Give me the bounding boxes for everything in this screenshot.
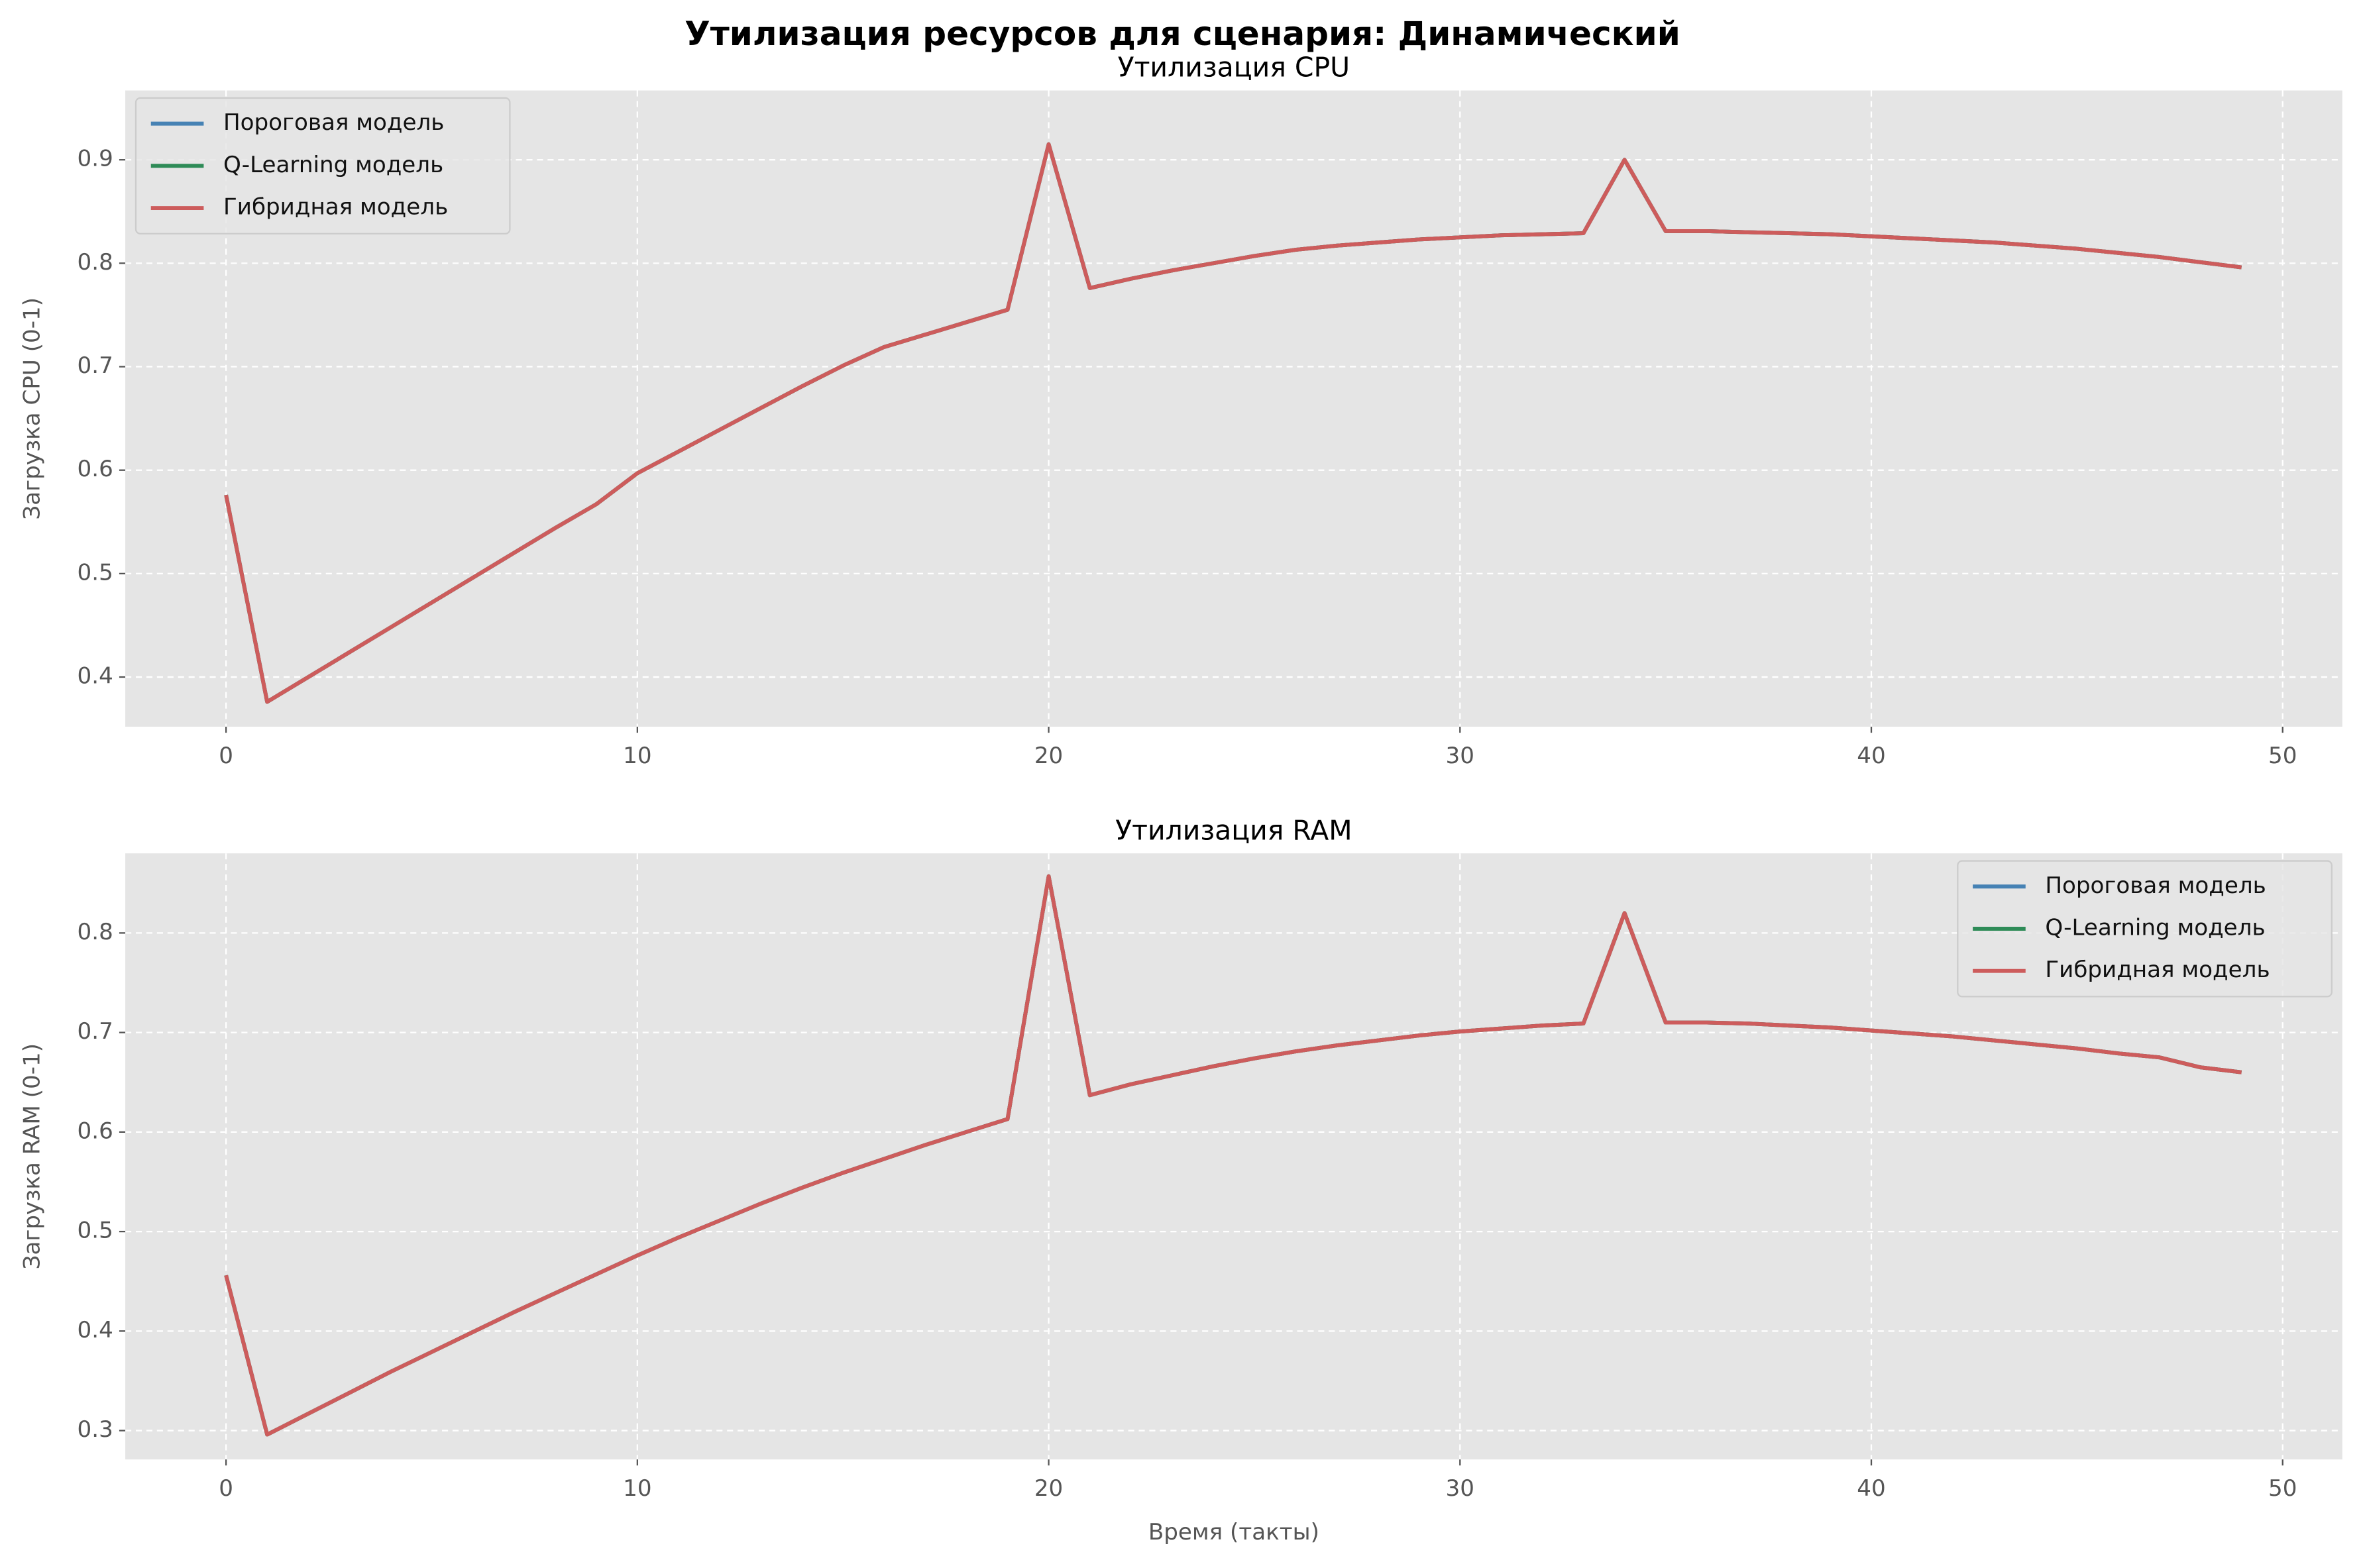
y-axis-label: Загрузка RAM (0-1) [19,1043,46,1269]
subplot-title: Утилизация RAM [1115,814,1352,846]
figure-title: Утилизация ресурсов для сценария: Динами… [685,15,1680,53]
y-tick-label: 0.6 [78,456,113,482]
series-line [224,142,2242,704]
x-axis-label: Время (такты) [1148,1519,1319,1545]
x-tick-label: 40 [1857,743,1885,769]
x-tick-label: 50 [2268,1475,2297,1502]
y-tick-label: 0.3 [78,1416,113,1443]
series-line [224,874,2242,1437]
legend-label: Q-Learning модель [2045,914,2265,941]
legend-label: Пороговая модель [2045,872,2266,899]
y-tick-label: 0.7 [78,1018,113,1045]
y-tick-label: 0.5 [78,559,113,586]
legend-label: Гибридная модель [2045,957,2270,983]
legend-label: Q-Learning модель [223,152,443,178]
x-tick-label: 0 [219,1475,233,1502]
x-tick-label: 40 [1857,1475,1885,1502]
legend-label: Гибридная модель [223,194,448,221]
y-tick-label: 0.5 [78,1218,113,1244]
legend-box [135,97,511,235]
legend-box [1957,860,2333,998]
x-tick-label: 20 [1034,1475,1063,1502]
y-tick-label: 0.4 [78,1317,113,1343]
x-tick-label: 30 [1446,1475,1474,1502]
x-tick-label: 10 [623,1475,651,1502]
y-tick-label: 0.9 [78,146,113,172]
x-tick-label: 30 [1446,743,1474,769]
y-tick-label: 0.7 [78,352,113,379]
x-tick-label: 20 [1034,743,1063,769]
x-tick-label: 50 [2268,743,2297,769]
x-tick-label: 10 [623,743,651,769]
y-axis-label: Загрузка CPU (0-1) [19,297,46,520]
legend-label: Пороговая модель [223,109,444,136]
y-tick-label: 0.4 [78,663,113,690]
y-tick-label: 0.8 [78,919,113,945]
y-tick-label: 0.6 [78,1118,113,1144]
x-tick-label: 0 [219,743,233,769]
subplot-title: Утилизация CPU [1118,52,1350,83]
y-tick-label: 0.8 [78,249,113,276]
